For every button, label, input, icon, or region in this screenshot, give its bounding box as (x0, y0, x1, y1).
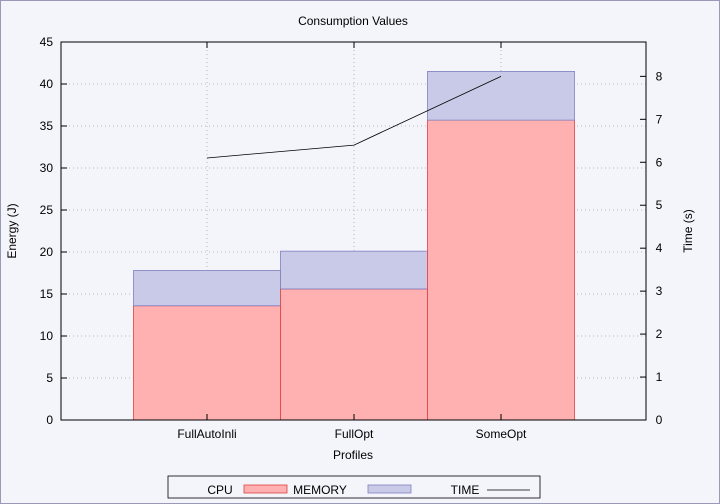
y-tick-label: 35 (40, 119, 54, 133)
y-axis-label: Energy (J) (5, 203, 19, 258)
y2-tick-label: 8 (656, 69, 663, 83)
y2-tick-label: 6 (656, 155, 663, 169)
y2-tick-label: 1 (656, 370, 663, 384)
y-tick-label: 40 (40, 77, 54, 91)
legend-label-memory: MEMORY (293, 483, 347, 497)
legend-label-time: TIME (451, 483, 480, 497)
bar-memory-someopt (427, 71, 575, 121)
chart-title: Consumption Values (298, 14, 408, 28)
y2-axis-label: Time (s) (681, 209, 695, 253)
y-tick-label: 5 (46, 371, 53, 385)
y-tick-label: 25 (40, 203, 54, 217)
bar-memory-fullautoinli (133, 270, 281, 307)
x-tick-label: FullOpt (335, 427, 374, 441)
legend-swatch-cpu (243, 484, 288, 494)
x-tick-label: SomeOpt (476, 427, 527, 441)
y2-tick-label: 5 (656, 198, 663, 212)
y-tick-label: 0 (46, 413, 53, 427)
y2-tick-label: 0 (656, 413, 663, 427)
y-tick-label: 15 (40, 287, 54, 301)
y-tick-label: 45 (40, 35, 54, 49)
bar-cpu-fullopt (280, 288, 428, 421)
bar-memory-fullopt (280, 250, 428, 290)
time-series-line (206, 76, 502, 159)
legend-swatch-memory (367, 484, 412, 494)
x-axis-label: Profiles (333, 448, 373, 462)
y2-tick-label: 3 (656, 284, 663, 298)
y2-tick-label: 4 (656, 241, 663, 255)
y-tick-label: 10 (40, 329, 54, 343)
y-tick-label: 30 (40, 161, 54, 175)
legend: CPU MEMORY TIME (167, 475, 541, 499)
y2-tick-label: 2 (656, 327, 663, 341)
y2-tick-label: 7 (656, 112, 663, 126)
bar-cpu-someopt (427, 119, 575, 421)
time-line-group (206, 76, 502, 159)
x-tick-label: FullAutoInli (177, 427, 236, 441)
bar-group (133, 71, 575, 421)
legend-box (167, 475, 541, 499)
bar-cpu-fullautoinli (133, 305, 281, 421)
y-tick-label: 20 (40, 245, 54, 259)
legend-label-cpu: CPU (207, 483, 232, 497)
